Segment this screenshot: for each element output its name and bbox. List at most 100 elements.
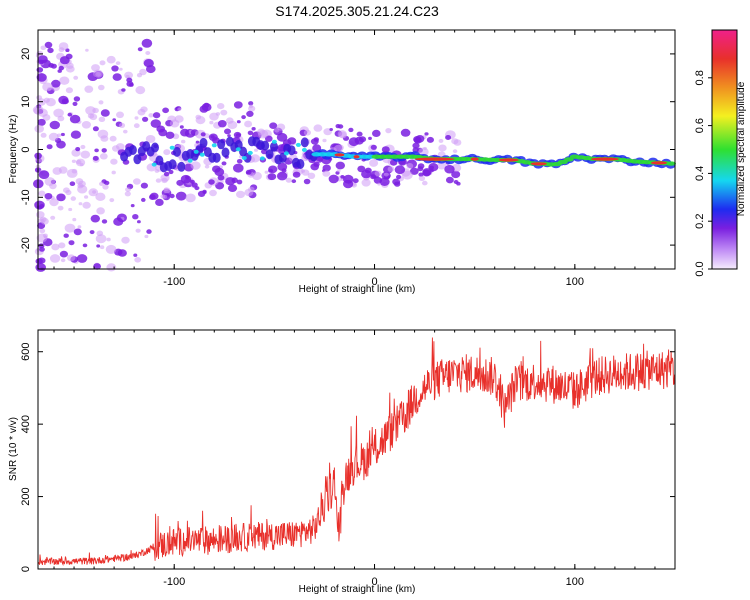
spectrogram-speckle [301,169,310,176]
spectrogram-ridge-band [300,137,309,148]
spectrogram-speckle [77,225,82,229]
chart-title: S174.2025.305.21.24.C23 [275,3,439,19]
snr-x-tick-label: 0 [371,576,377,588]
spectrogram-speckle [149,192,159,200]
spectrogram-speckle [68,207,73,212]
spectrogram-ridge-band [234,140,243,150]
spectrogram-speckle [209,120,214,125]
spectrogram-speckle [102,184,109,190]
spectrogram-speckle [310,163,320,171]
spectrogram-ridge-core [259,156,265,161]
snr-y-label: SNR (10 * v/v) [8,417,19,481]
spectrogram-speckle [241,115,246,120]
spectrogram-speckle [71,159,76,163]
spectrogram-speckle [96,244,101,248]
spectrogram-speckle [85,106,96,115]
spectrogram-speckle [82,243,88,248]
spectrogram-speckle [456,181,461,186]
spectrogram-speckle [113,217,124,226]
spectrogram-speckle [418,147,429,157]
spectrogram-speckle [227,184,238,192]
spectrogram-speckle [291,179,297,184]
spectrogram-speckle [426,136,434,143]
spectrogram-speckle [80,144,86,150]
spectrogram-speckle [73,96,81,102]
spectrogram-speckle [77,184,88,194]
spectrogram-speckle [236,179,243,185]
spectrogram-ridge-core [241,156,247,160]
spectrogram-speckle [76,254,88,263]
spectrogram-speckle [370,144,377,150]
spectrogram-speckle [227,134,231,138]
spectrogram-speckle [155,178,162,183]
spectrogram-speckle [412,147,419,153]
spectrogram-ridge-band [151,142,159,153]
spectrogram-speckle [303,178,311,185]
spectrogram-speckle [85,48,89,52]
spectrogram-speckle [220,109,228,116]
spectrogram-speckle [396,174,402,180]
spectrogram-speckle [125,187,131,193]
spectrogram-speckle [169,193,175,199]
spectrogram-speckle [58,65,64,71]
spectrogram-ridge-core [301,147,307,152]
spectrogram-ridge-band [261,140,270,151]
spectrogram-speckle [348,127,354,133]
spectrogram-y-label: Frequency (Hz) [8,115,19,184]
spectrogram-speckle [70,196,77,201]
spectrogram-speckle [357,165,366,173]
spectrogram-speckle [160,194,166,199]
spectrogram-speckle [424,132,429,136]
spectrogram-speckle [281,168,287,173]
spectrogram-speckle [204,164,210,169]
spectrogram-x-tick-label: 0 [371,276,377,288]
snr-y-tick-label: 600 [20,343,32,361]
spectrogram-ridge-band [155,155,164,166]
spectrogram-speckle [93,69,103,78]
spectrogram-speckle [348,137,360,147]
snr-x-tick-label: 100 [566,576,584,588]
spectrogram-speckle [92,126,99,132]
spectrogram-ridge-band [177,161,186,172]
spectrogram-speckle [247,130,254,136]
spectrogram-ridge-peak [414,157,455,161]
spectrogram-ridge-core [563,157,574,162]
spectrogram-speckle [112,73,122,81]
spectrogram-speckle [93,263,101,270]
spectrogram-speckle [164,187,169,192]
spectrogram-speckle [121,88,126,92]
spectrogram-speckle [303,129,311,136]
spectrogram-speckle [158,128,168,137]
snr-frame [37,329,676,570]
spectrogram-ridge-band [243,152,252,163]
spectrogram-x-label: Height of straight line (km) [299,284,416,295]
spectrogram-speckle [78,202,83,206]
snr-y-tick-label: 200 [20,487,32,505]
spectrogram-speckle [58,42,69,51]
spectrogram-speckle [57,115,65,122]
spectrogram-speckle [221,161,227,166]
spectrogram-speckle [84,195,89,199]
spectrogram-speckle [73,228,82,236]
spectrogram-speckle [99,245,105,250]
spectrogram-speckle [336,169,341,173]
spectrogram-speckle [119,67,123,71]
spectrogram-speckle [381,146,390,153]
colorbar-frame [711,29,738,270]
spectrogram-speckle [400,128,411,137]
spectrogram-speckle [34,124,44,133]
spectrogram-speckle [236,190,245,199]
spectrogram-speckle [333,144,344,153]
spectrogram-speckle [109,198,115,203]
spectrogram-ridge-band [199,137,208,148]
colorbar-label: Normalized spectral amplitude [736,81,747,216]
spectrogram-ridge-core [235,147,241,152]
spectrogram-speckle [152,112,161,119]
spectrogram-speckle [106,237,111,242]
spectrogram-speckle [343,174,354,184]
spectrogram-speckle [197,190,206,197]
spectrogram-speckle [361,178,371,187]
spectrogram-speckle [94,148,99,153]
spectrogram-speckle [146,65,156,74]
spectrogram-speckle [322,170,331,177]
